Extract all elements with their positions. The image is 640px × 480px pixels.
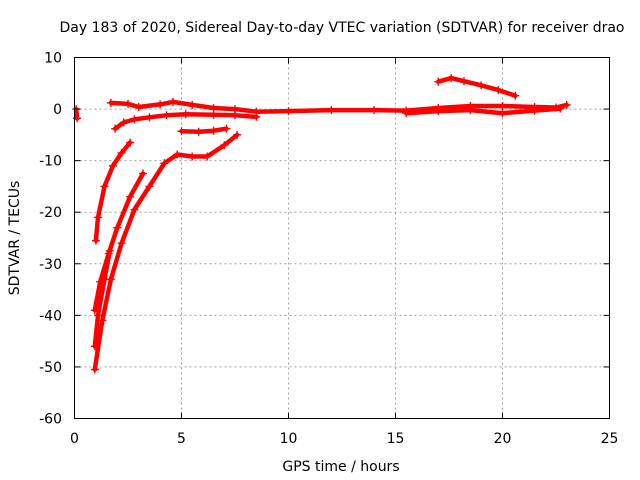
data-point (209, 110, 218, 119)
data-point (181, 110, 190, 119)
data-point (556, 104, 565, 113)
y-tick-label: -50 (39, 360, 62, 376)
x-tick-label: 25 (601, 431, 619, 447)
y-tick-label: 0 (53, 102, 62, 118)
data-point (284, 107, 293, 116)
data-point (530, 106, 539, 115)
y-tick-label: -40 (39, 308, 62, 324)
chart-title: Day 183 of 2020, Sidereal Day-to-day VTE… (59, 20, 624, 36)
data-point (231, 111, 239, 120)
y-tick-label: 10 (44, 51, 62, 67)
grid-layer (74, 57, 610, 419)
data-point (119, 118, 128, 127)
data-point (90, 365, 99, 374)
data-point (402, 109, 411, 118)
data-point (188, 100, 197, 109)
data-point (100, 182, 109, 191)
data-point (117, 148, 126, 157)
data-point (94, 311, 103, 320)
data-point (173, 150, 182, 159)
data-point (209, 126, 218, 135)
series-arc-mid (179, 126, 229, 135)
data-point (94, 213, 103, 222)
data-point (130, 205, 139, 214)
data-point (124, 99, 132, 108)
data-point (220, 141, 229, 150)
x-tick-label: 15 (387, 431, 405, 447)
x-tick-label: 5 (177, 431, 186, 447)
data-point (222, 124, 231, 133)
series-layer (72, 74, 571, 374)
data-point (188, 152, 197, 161)
data-point (90, 306, 99, 315)
data-point (434, 77, 443, 86)
data-point (109, 161, 118, 170)
series-arc-steep-2 (92, 132, 240, 372)
data-point (252, 112, 261, 121)
x-tick-label: 20 (494, 431, 512, 447)
y-tick-label: -30 (39, 257, 62, 273)
data-point (447, 74, 456, 83)
data-point (96, 277, 105, 286)
data-point (104, 249, 113, 258)
data-point (160, 159, 169, 168)
data-point (126, 192, 135, 201)
data-point (498, 101, 507, 110)
data-point (177, 127, 186, 136)
data-point (233, 130, 242, 139)
series-arc-steep-4 (92, 171, 146, 313)
data-point (194, 127, 203, 136)
data-point (327, 106, 336, 115)
data-point (562, 100, 571, 109)
plot-frame (74, 57, 610, 419)
data-point (168, 97, 177, 106)
data-point (145, 182, 154, 191)
data-point (434, 107, 443, 116)
data-point (145, 113, 154, 122)
y-tick-label: -60 (39, 412, 62, 428)
data-point (156, 100, 165, 109)
data-point (162, 111, 171, 120)
data-point (466, 106, 475, 115)
y-tick-label: -20 (39, 205, 62, 221)
data-point (106, 98, 115, 107)
data-point (459, 77, 468, 86)
series-arc-upper-right (436, 75, 518, 98)
x-tick-label: 10 (280, 431, 298, 447)
data-point (113, 223, 122, 232)
data-point (494, 85, 503, 94)
data-point (111, 124, 120, 133)
data-point (91, 236, 100, 245)
data-point (130, 115, 139, 124)
data-point (498, 109, 507, 118)
data-point (209, 104, 218, 113)
tick-layer: 0 5 10 15 20 25 10 0 -10 -20 -30 -40 -50 -60 (39, 51, 618, 448)
data-point (90, 342, 99, 351)
data-point (477, 81, 486, 90)
x-tick-label: 0 (70, 431, 79, 447)
data-point (117, 239, 126, 248)
data-point (126, 138, 135, 147)
data-point (511, 91, 520, 100)
series-arc-steep-1 (93, 140, 133, 243)
data-point (138, 169, 147, 178)
y-tick-label: -10 (39, 154, 62, 170)
series-arc-main (108, 99, 569, 114)
data-point (370, 106, 379, 115)
y-axis-label: SDTVAR / TECUs (7, 181, 23, 296)
data-point (134, 103, 143, 112)
x-axis-label: GPS time / hours (282, 459, 399, 475)
data-point (203, 152, 212, 161)
series-arc-lower-band (403, 106, 563, 116)
